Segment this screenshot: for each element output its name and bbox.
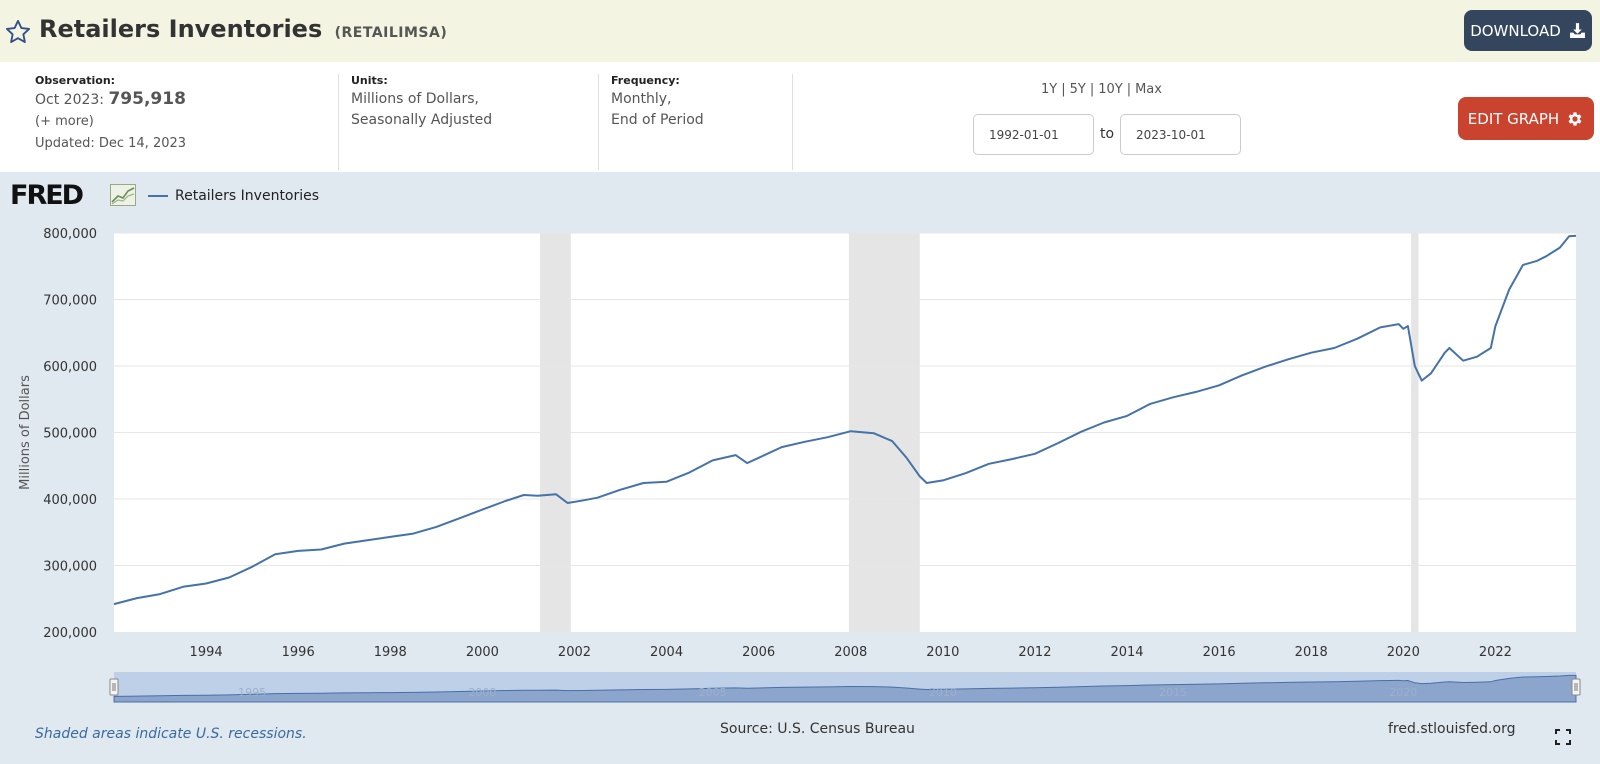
range-separator: | — [1126, 82, 1132, 97]
range-separator: | — [1061, 82, 1066, 97]
y-tick-label: 200,000 — [43, 626, 97, 641]
frequency-label: Frequency: — [611, 74, 680, 87]
range-links: 1Y | 5Y | 10Y | Max — [1041, 82, 1162, 97]
to-label: to — [1100, 126, 1115, 142]
divider — [338, 74, 339, 170]
x-tick-label: 2022 — [1479, 645, 1512, 660]
end-date-input[interactable] — [1120, 114, 1241, 155]
page-header: Retailers Inventories (RETAILIMSA) DOWNL… — [0, 0, 1600, 62]
x-tick-label: 1996 — [282, 645, 315, 660]
frequency-line1: Monthly, — [611, 91, 672, 107]
divider — [792, 74, 793, 170]
source-text: Source: U.S. Census Bureau — [720, 721, 915, 737]
range-1y-link[interactable]: 1Y — [1041, 82, 1058, 97]
x-tick-label: 1998 — [374, 645, 407, 660]
x-tick-label: 2020 — [1387, 645, 1420, 660]
observation-value: 795,918 — [108, 89, 186, 109]
navigator-tick-label: 2015 — [1159, 686, 1187, 699]
y-tick-label: 300,000 — [43, 560, 97, 575]
gear-icon — [1568, 111, 1582, 126]
edit-graph-button[interactable]: EDIT GRAPH — [1458, 97, 1594, 140]
y-tick-label: 500,000 — [43, 427, 97, 442]
star-icon[interactable] — [4, 18, 32, 46]
navigator-tick-label: 1995 — [238, 686, 266, 699]
download-label: DOWNLOAD — [1470, 21, 1561, 40]
more-link[interactable]: (+ more) — [35, 114, 94, 129]
observation-date: Oct 2023: — [35, 92, 105, 108]
y-tick-label: 400,000 — [43, 493, 97, 508]
chart-legend: Retailers Inventories — [148, 188, 319, 204]
download-icon — [1569, 23, 1585, 38]
observation-line: Oct 2023: 795,918 — [35, 89, 186, 111]
legend-swatch — [148, 195, 168, 197]
fred-logo: FRED — [10, 180, 84, 211]
range-max-link[interactable]: Max — [1135, 82, 1162, 97]
fullscreen-icon[interactable] — [1555, 729, 1571, 745]
navigator-tick-label: 2005 — [699, 686, 727, 699]
divider — [598, 74, 599, 170]
units-block: Units: Millions of Dollars, Seasonally A… — [351, 74, 492, 131]
x-tick-label: 2014 — [1110, 645, 1143, 660]
navigator-tick-label: 2010 — [929, 686, 957, 699]
download-button[interactable]: DOWNLOAD — [1464, 10, 1592, 51]
edit-graph-label: EDIT GRAPH — [1467, 109, 1560, 128]
navigator-tick-label: 2020 — [1389, 686, 1417, 699]
x-tick-label: 2010 — [926, 645, 959, 660]
site-link[interactable]: fred.stlouisfed.org — [1388, 721, 1516, 737]
page-title: Retailers Inventories (RETAILIMSA) — [39, 15, 447, 43]
x-tick-label: 2002 — [558, 645, 591, 660]
x-tick-label: 2012 — [1018, 645, 1051, 660]
frequency-block: Frequency: Monthly, End of Period — [611, 74, 704, 131]
units-line1: Millions of Dollars, — [351, 91, 479, 107]
navigator-handle[interactable] — [109, 678, 119, 696]
navigator-tick-label: 2000 — [468, 686, 496, 699]
navigator-series — [113, 674, 1577, 703]
units-line2: Seasonally Adjusted — [351, 112, 493, 128]
fred-chart-logo-icon — [110, 184, 136, 206]
range-10y-link[interactable]: 10Y — [1098, 82, 1123, 97]
units-label: Units: — [351, 74, 388, 87]
info-band: Observation: Oct 2023: 795,918 (+ more) … — [0, 62, 1600, 172]
navigator-handle[interactable] — [1571, 678, 1581, 696]
legend-label: Retailers Inventories — [175, 188, 320, 204]
range-separator: | — [1089, 82, 1095, 97]
x-tick-label: 2008 — [834, 645, 867, 660]
y-tick-label: 600,000 — [43, 360, 97, 375]
series-line — [113, 234, 1577, 606]
x-tick-label: 2006 — [742, 645, 775, 660]
recession-note: Shaded areas indicate U.S. recessions. — [35, 726, 307, 742]
y-tick-label: 800,000 — [43, 227, 97, 242]
x-tick-label: 1994 — [190, 645, 223, 660]
x-tick-label: 2018 — [1295, 645, 1328, 660]
observation-block: Observation: Oct 2023: 795,918 (+ more) … — [35, 74, 186, 155]
start-date-input[interactable] — [973, 114, 1094, 155]
observation-label: Observation: — [35, 74, 116, 87]
y-tick-label: 700,000 — [43, 294, 97, 309]
updated-date: Updated: Dec 14, 2023 — [35, 136, 187, 151]
x-tick-label: 2000 — [466, 645, 499, 660]
y-axis-label: Millions of Dollars — [18, 375, 33, 490]
range-5y-link[interactable]: 5Y — [1069, 82, 1086, 97]
series-title: Retailers Inventories — [39, 15, 323, 43]
x-tick-label: 2004 — [650, 645, 683, 660]
series-id: (RETAILIMSA) — [334, 25, 448, 41]
x-tick-label: 2016 — [1203, 645, 1236, 660]
frequency-line2: End of Period — [611, 112, 704, 128]
